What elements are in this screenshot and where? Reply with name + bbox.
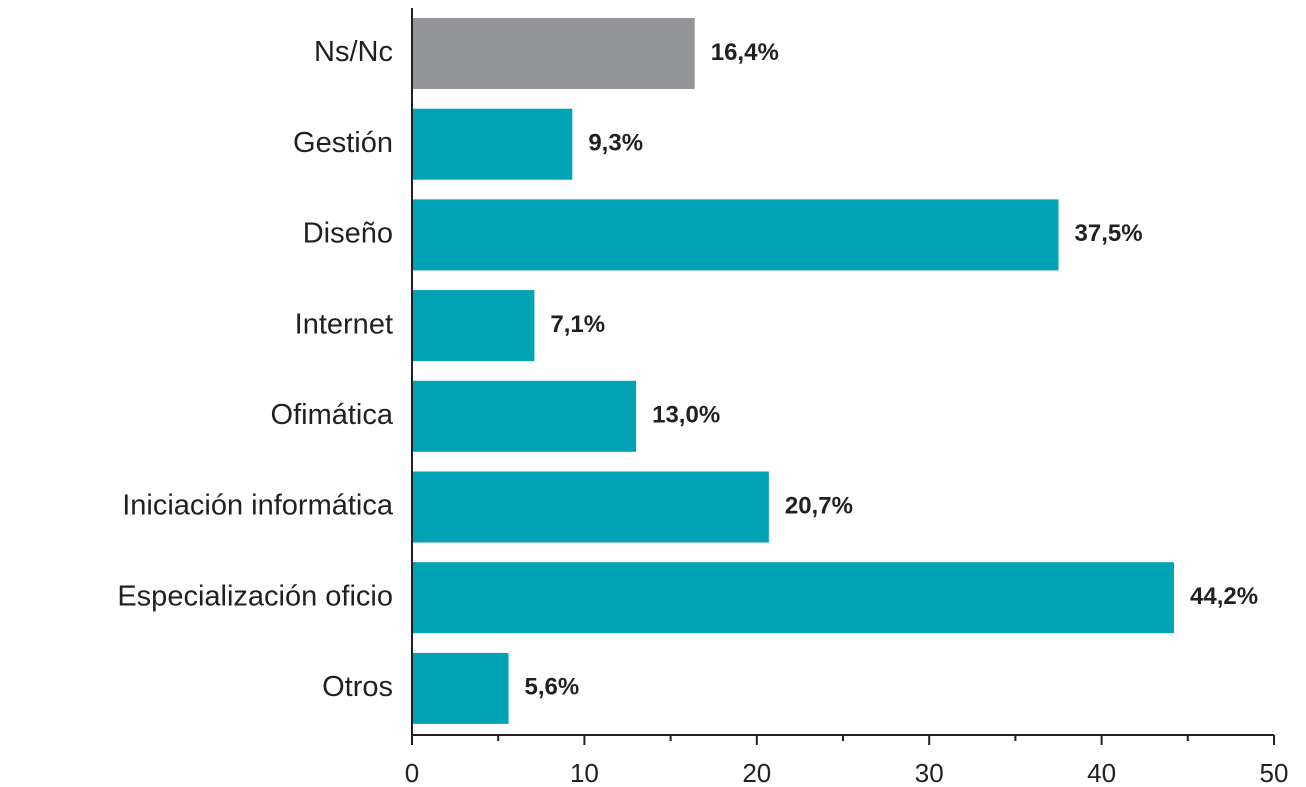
category-label: Especialización oficio [117, 580, 393, 612]
bar [412, 652, 509, 724]
x-tick-label: 10 [570, 758, 599, 787]
category-label: Internet [295, 308, 393, 340]
bar [412, 380, 637, 452]
value-label: 20,7% [785, 492, 853, 519]
category-label: Iniciación informática [122, 490, 394, 522]
category-label: Ofimática [271, 399, 394, 431]
value-label: 44,2% [1190, 583, 1258, 610]
bar [412, 290, 535, 362]
x-tick-label: 20 [742, 758, 771, 787]
bar [412, 562, 1175, 634]
bar [412, 199, 1059, 271]
bar [412, 108, 573, 180]
bar [412, 18, 695, 89]
value-label: 7,1% [550, 311, 605, 338]
value-label: 5,6% [525, 674, 580, 701]
x-tick-label: 40 [1087, 758, 1116, 787]
value-label: 9,3% [588, 130, 643, 157]
category-label: Ns/Nc [314, 36, 393, 68]
category-label: Gestión [293, 127, 393, 159]
bar [412, 471, 769, 543]
category-label: Diseño [303, 218, 393, 250]
value-label: 37,5% [1075, 220, 1143, 247]
value-label: 16,4% [711, 39, 779, 66]
value-label: 13,0% [652, 402, 720, 429]
x-tick-label: 0 [405, 758, 419, 787]
x-tick-label: 30 [915, 758, 944, 787]
x-tick-label: 50 [1260, 758, 1289, 787]
category-label: Otros [322, 671, 393, 703]
